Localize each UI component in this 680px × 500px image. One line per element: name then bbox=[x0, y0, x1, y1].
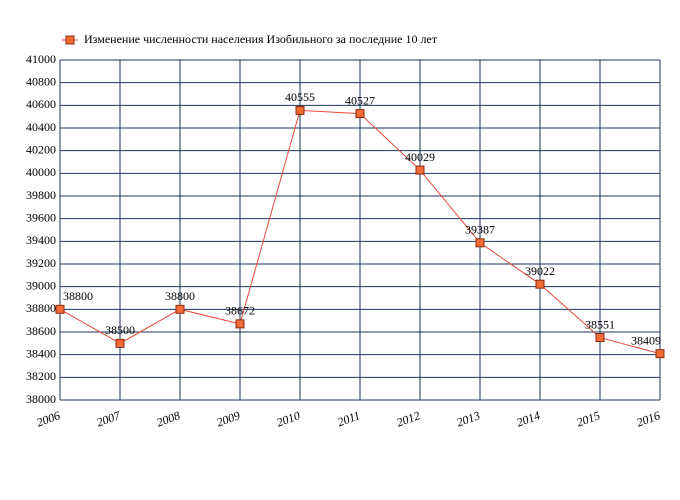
x-tick-label: 2009 bbox=[215, 408, 242, 429]
x-tick-label: 2015 bbox=[575, 408, 602, 429]
data-label: 38409 bbox=[631, 333, 661, 347]
data-label: 38551 bbox=[585, 317, 615, 331]
legend-marker bbox=[65, 35, 75, 45]
x-tick-label: 2016 bbox=[635, 408, 662, 429]
x-tick-label: 2007 bbox=[95, 408, 123, 430]
data-point bbox=[475, 238, 485, 248]
data-point bbox=[415, 165, 425, 175]
x-tick-label: 2012 bbox=[395, 408, 422, 429]
legend-label: Изменение численности населения Изобильн… bbox=[84, 32, 438, 46]
data-label: 39022 bbox=[525, 264, 555, 278]
data-point bbox=[535, 279, 545, 289]
data-point bbox=[55, 304, 65, 314]
y-tick-label: 41000 bbox=[26, 52, 56, 66]
y-tick-label: 38800 bbox=[26, 301, 56, 315]
data-label: 39387 bbox=[465, 223, 495, 237]
data-label: 38800 bbox=[63, 289, 93, 303]
y-tick-label: 39800 bbox=[26, 188, 56, 202]
data-point bbox=[655, 349, 665, 359]
data-point bbox=[115, 338, 125, 348]
x-tick-label: 2011 bbox=[335, 408, 362, 429]
y-tick-label: 40400 bbox=[26, 120, 56, 134]
y-tick-label: 39200 bbox=[26, 256, 56, 270]
data-label: 40555 bbox=[285, 90, 315, 104]
y-tick-label: 38200 bbox=[26, 369, 56, 383]
y-tick-label: 40800 bbox=[26, 74, 56, 88]
y-tick-label: 40000 bbox=[26, 165, 56, 179]
y-tick-label: 39600 bbox=[26, 210, 56, 224]
y-tick-label: 38400 bbox=[26, 346, 56, 360]
y-tick-label: 39000 bbox=[26, 278, 56, 292]
data-label: 40029 bbox=[405, 150, 435, 164]
data-label: 38672 bbox=[225, 304, 255, 318]
x-tick-label: 2010 bbox=[275, 408, 302, 429]
data-label: 38800 bbox=[165, 289, 195, 303]
data-point bbox=[355, 109, 365, 119]
x-tick-label: 2008 bbox=[155, 408, 182, 429]
x-tick-label: 2014 bbox=[515, 408, 542, 429]
x-tick-label: 2013 bbox=[455, 408, 482, 429]
y-tick-label: 38600 bbox=[26, 324, 56, 338]
y-tick-label: 38000 bbox=[26, 392, 56, 406]
data-point bbox=[175, 304, 185, 314]
data-point bbox=[595, 333, 605, 343]
data-point bbox=[295, 105, 305, 115]
data-point bbox=[235, 319, 245, 329]
data-label: 38500 bbox=[105, 323, 135, 337]
y-tick-label: 39400 bbox=[26, 233, 56, 247]
y-tick-label: 40600 bbox=[26, 97, 56, 111]
x-tick-label: 2006 bbox=[35, 408, 62, 429]
y-tick-label: 40200 bbox=[26, 142, 56, 156]
data-label: 40527 bbox=[345, 93, 375, 107]
